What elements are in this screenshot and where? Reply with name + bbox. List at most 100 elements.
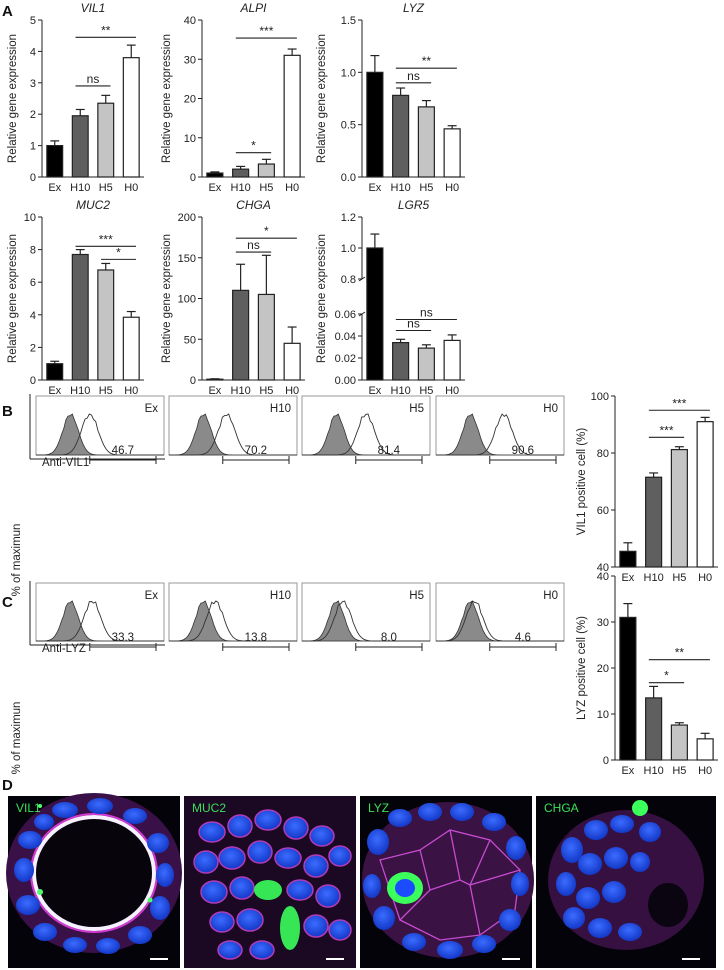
bar-h5 [257, 293, 275, 381]
y-tick-label: 5 [30, 15, 36, 27]
stained-histogram [169, 413, 297, 456]
bar-h5 [670, 448, 688, 568]
sample-label: Ex [145, 590, 159, 602]
y-tick-label: 10 [597, 709, 609, 721]
histogram-h10: 70.2 H10 [168, 395, 298, 464]
flow-panel-c: 33.3 Ex 13.8 H10 8.0 H5 4.6 H0 [29, 581, 565, 651]
x-tick-label: H5 [259, 385, 273, 397]
bar-ex [206, 172, 224, 178]
y-tick-label: 0.8 [341, 274, 356, 286]
chart-title: VIL1 [81, 1, 106, 15]
x-tick-label: Ex [368, 182, 381, 194]
y-tick-label: 80 [597, 448, 609, 460]
chart-chga: 0 50 100 150 200 Ex H10 H5 H0 ns * CHGA Relative gen… [161, 198, 305, 397]
y-tick-label: 2 [30, 342, 36, 354]
bar-h5 [670, 724, 688, 761]
y-tick-label: 150 [178, 253, 196, 265]
x-tick-label: H0 [445, 385, 459, 397]
bar-h10 [232, 289, 250, 381]
significance-label: ns [420, 306, 433, 320]
y-tick-label: 60 [597, 505, 609, 517]
bar-h10 [71, 253, 89, 381]
sample-label: Ex [145, 403, 159, 415]
stained-histogram [36, 601, 164, 642]
bar-h5 [97, 269, 115, 381]
x-tick-label: H5 [99, 385, 113, 397]
y-tick-label: 0 [30, 375, 36, 387]
bar-h0 [122, 57, 140, 178]
micrograph-muc2: MUC2 [184, 796, 356, 968]
histogram-h0: 90.6 H0 [435, 395, 565, 464]
significance-label: ns [407, 317, 420, 331]
y-tick-label: 0 [30, 172, 36, 184]
significance-label: * [251, 139, 256, 153]
y-tick-label: 20 [184, 94, 196, 106]
significance-label: ** [422, 54, 432, 68]
chart-muc2: 0 2 4 6 8 10 Ex H10 H5 H0 **** MUC2 Relative gene ex… [7, 198, 144, 397]
significance-label: *** [99, 232, 113, 246]
x-tick-label: Ex [621, 572, 634, 584]
y-tick-label: 4 [30, 46, 36, 58]
significance-label: * [116, 245, 121, 259]
y-tick-label: 1 [30, 141, 36, 153]
micrograph-lyz: LYZ [360, 796, 534, 968]
x-tick-label: H10 [644, 765, 664, 777]
flow-b-xlabel: Anti-VIL1 [42, 457, 89, 469]
bar-h0 [283, 54, 301, 178]
gate-percentage: 4.6 [515, 632, 531, 644]
y-tick-label: 0.04 [335, 331, 356, 343]
x-tick-label: Ex [208, 385, 221, 397]
bar-h5 [257, 163, 275, 178]
y-tick-label: 1.0 [341, 67, 356, 79]
x-tick-label: Ex [48, 385, 61, 397]
y-tick-label: 100 [591, 391, 609, 403]
flow-c-ylabel: % of maximun [11, 702, 23, 775]
y-tick-label: 50 [184, 334, 196, 346]
gate-percentage: 81.4 [378, 445, 401, 457]
bar-ex [366, 247, 384, 381]
bar-h10 [392, 94, 410, 178]
y-tick-label: 8 [30, 245, 36, 257]
y-tick-label: 2 [30, 109, 36, 121]
histogram-h0: 4.6 H0 [435, 582, 565, 651]
micrograph-label-muc2: MUC2 [192, 801, 226, 815]
x-tick-label: H0 [124, 182, 138, 194]
y-tick-label: 1.2 [341, 212, 356, 224]
chart-title: LGR5 [398, 198, 430, 212]
panel-label-a: A [2, 3, 13, 20]
significance-label: ** [101, 23, 111, 37]
x-tick-label: H0 [445, 182, 459, 194]
x-tick-label: H5 [419, 385, 433, 397]
x-tick-label: H10 [644, 572, 664, 584]
bar-h10 [645, 697, 663, 761]
x-tick-label: H0 [124, 385, 138, 397]
micrograph-label-chga: CHGA [544, 801, 579, 815]
y-tick-label: 200 [178, 212, 196, 224]
x-tick-label: H10 [391, 182, 411, 194]
bar-h0 [283, 342, 301, 381]
significance-label: *** [259, 24, 273, 38]
x-tick-label: Ex [208, 182, 221, 194]
y-tick-label: 100 [178, 294, 196, 306]
gate-percentage: 70.2 [245, 445, 267, 457]
sample-label: H0 [543, 590, 558, 602]
x-tick-label: H5 [259, 182, 273, 194]
x-tick-label: H0 [698, 572, 712, 584]
chart-title: ALPI [239, 1, 267, 15]
flow-c-xlabel: Anti-LYZ [42, 643, 86, 655]
y-tick-label: 10 [24, 212, 36, 224]
x-tick-label: H10 [231, 182, 251, 194]
y-axis-label: VIL1 positive cell (%) [576, 428, 588, 536]
x-tick-label: Ex [368, 385, 381, 397]
stained-histogram [169, 600, 297, 642]
chart-vil1: 0 1 2 3 4 5 Ex H10 H5 H0 ns ** VIL1 Relative gene exp… [7, 1, 144, 194]
panel-label-d: D [2, 777, 13, 794]
histogram-ex: 46.7 Ex [35, 395, 165, 464]
y-tick-label: 6 [30, 277, 36, 289]
sample-label: H10 [270, 590, 291, 602]
y-tick-label: 20 [597, 663, 609, 675]
significance-label: ns [87, 72, 100, 86]
bar-h0 [122, 316, 140, 381]
gate-percentage: 8.0 [381, 632, 397, 644]
